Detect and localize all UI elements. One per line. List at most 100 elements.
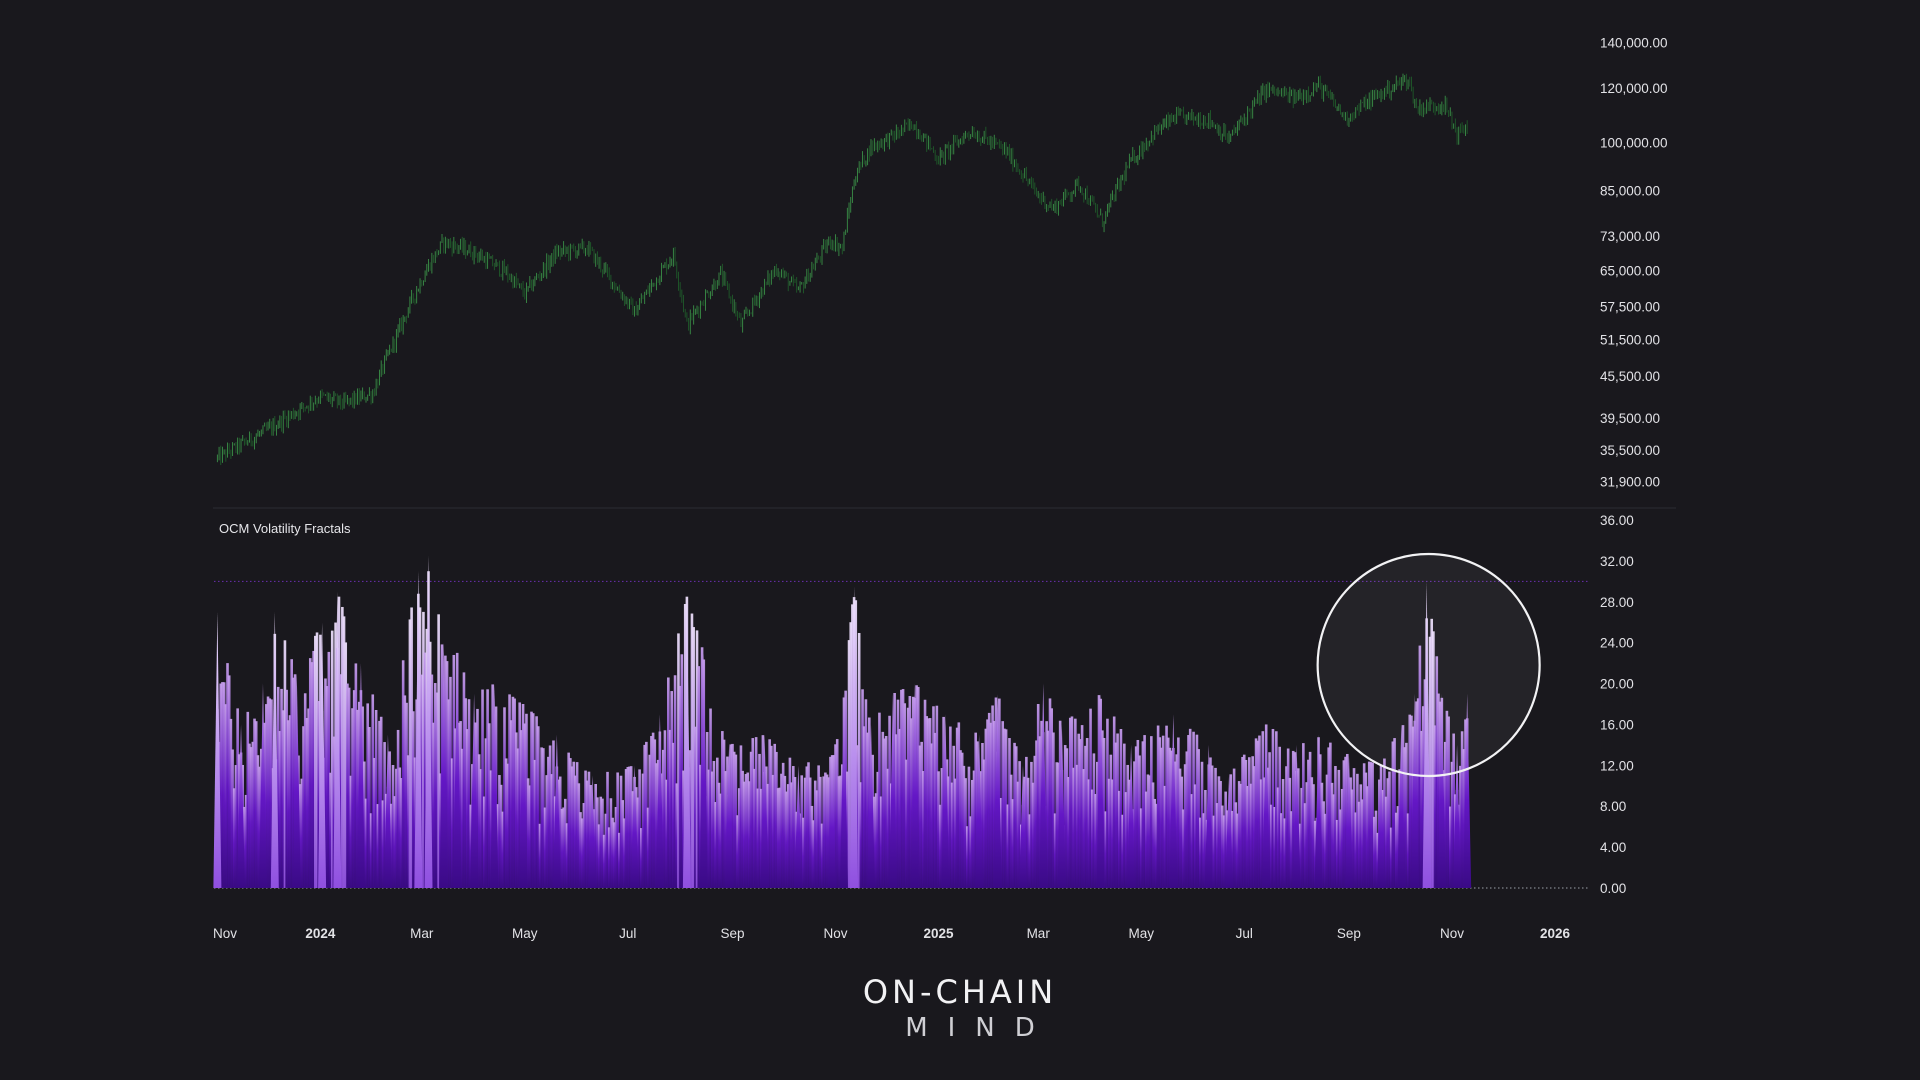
- volatility-bar: [422, 611, 425, 888]
- volatility-bar: [805, 766, 809, 888]
- volatility-bar: [741, 770, 744, 888]
- volatility-bar: [325, 686, 329, 888]
- volatility-peak: [237, 724, 246, 888]
- volatility-bar: [1114, 742, 1118, 888]
- volatility-bar: [621, 800, 625, 888]
- volatility-peak: [1204, 744, 1213, 888]
- volatility-bar: [324, 678, 327, 888]
- volatility-bar: [1344, 756, 1347, 888]
- volatility-bar: [596, 797, 599, 888]
- volatility-bar: [317, 701, 321, 888]
- volatility-bar: [923, 699, 927, 888]
- volatility-bar: [1396, 806, 1400, 888]
- volatility-bar: [616, 772, 619, 888]
- volatility-bar: [408, 619, 412, 888]
- volatility-bar: [432, 722, 435, 888]
- volatility-bar: [226, 663, 229, 888]
- volatility-bar: [352, 690, 356, 888]
- brand-logo-line1: ON-CHAIN: [862, 973, 1058, 1011]
- volatility-peak: [1437, 693, 1446, 888]
- volatility-bar: [292, 677, 295, 888]
- volatility-bar: [969, 816, 972, 888]
- volatility-bar: [1018, 761, 1021, 888]
- volatility-bar: [398, 767, 402, 888]
- price-tick-label: 57,500.00: [1600, 300, 1660, 315]
- volatility-bar: [903, 703, 907, 888]
- volatility-bar: [753, 768, 756, 888]
- volatility-bar: [883, 738, 886, 888]
- volatility-bar: [312, 650, 315, 888]
- volatility-bar: [1372, 816, 1376, 888]
- volatility-peak: [993, 693, 1002, 888]
- volatility-peak: [1377, 765, 1386, 888]
- volatility-peak: [828, 755, 837, 888]
- volatility-bar: [1332, 794, 1336, 888]
- volatility-peak: [213, 612, 222, 888]
- volatility-peak: [470, 693, 479, 888]
- volatility-bar: [1116, 733, 1119, 888]
- time-tick-label: Nov: [1440, 926, 1464, 941]
- volatility-bar: [901, 689, 905, 888]
- volatility-bar: [884, 735, 888, 888]
- volatility-peak: [975, 734, 984, 888]
- volatility-bar: [1232, 768, 1236, 888]
- volatility-bar: [378, 720, 381, 888]
- volatility-bar: [528, 785, 532, 888]
- volatility-bar: [645, 741, 648, 888]
- volatility-bar: [498, 775, 501, 888]
- volatility-bar: [707, 769, 711, 888]
- price-tick-label: 39,500.00: [1600, 411, 1660, 426]
- volatility-bar: [982, 759, 986, 888]
- volatility-bar: [1335, 819, 1339, 888]
- volatility-bar: [1094, 794, 1097, 888]
- volatility-bar: [265, 704, 268, 888]
- volatility-bar: [542, 748, 545, 888]
- volatility-bar: [1161, 735, 1165, 888]
- volatility-bar: [815, 790, 819, 888]
- volatility-peak: [318, 622, 327, 888]
- price-tick-label: 65,000.00: [1600, 263, 1660, 278]
- volatility-peak: [1422, 581, 1431, 888]
- volatility-bar: [1155, 803, 1158, 888]
- volatility-bar: [947, 776, 950, 888]
- volatility-bar: [249, 747, 253, 888]
- volatility-bar: [379, 716, 383, 888]
- volatility-bar: [256, 755, 260, 888]
- volatility-bar: [918, 745, 922, 888]
- volatility-bar: [351, 708, 354, 888]
- time-tick-label: 2024: [305, 926, 336, 941]
- volatility-bar: [1337, 769, 1341, 888]
- volatility-bar: [302, 726, 305, 888]
- volatility-bar: [339, 674, 342, 888]
- volatility-bar: [1283, 818, 1287, 888]
- volatility-bar: [1231, 810, 1234, 888]
- volatility-bar: [857, 632, 861, 888]
- price-pane: 140,000.00 120,000.00 100,000.00 85,000.00 7…: [216, 35, 1668, 490]
- volatility-bar: [452, 654, 456, 888]
- volatility-bar: [430, 674, 434, 888]
- volatility-bar: [373, 757, 376, 888]
- volatility-bar: [525, 713, 528, 888]
- volatility-bar: [1416, 698, 1420, 888]
- volatility-bar: [717, 782, 721, 888]
- volatility-peak: [794, 765, 803, 888]
- volatility-bar: [1190, 794, 1194, 888]
- volatility-bar: [626, 766, 630, 888]
- volatility-bar: [773, 743, 777, 888]
- volatility-peak: [1262, 724, 1271, 888]
- volatility-bar: [1354, 812, 1358, 888]
- volatility-bar: [266, 696, 270, 888]
- volatility-bar: [1195, 734, 1199, 888]
- volatility-bar: [746, 772, 749, 888]
- volatility-tick-label: 0.00: [1600, 881, 1626, 896]
- volatility-bar: [1124, 792, 1128, 888]
- volatility-bar: [1092, 753, 1096, 888]
- volatility-bar: [1386, 778, 1390, 888]
- volatility-bar: [1177, 737, 1180, 888]
- volatility-bar: [582, 803, 586, 888]
- volatility-bar: [243, 806, 246, 888]
- volatility-bar: [1004, 729, 1008, 888]
- volatility-bar: [623, 818, 626, 888]
- volatility-bar: [824, 772, 827, 888]
